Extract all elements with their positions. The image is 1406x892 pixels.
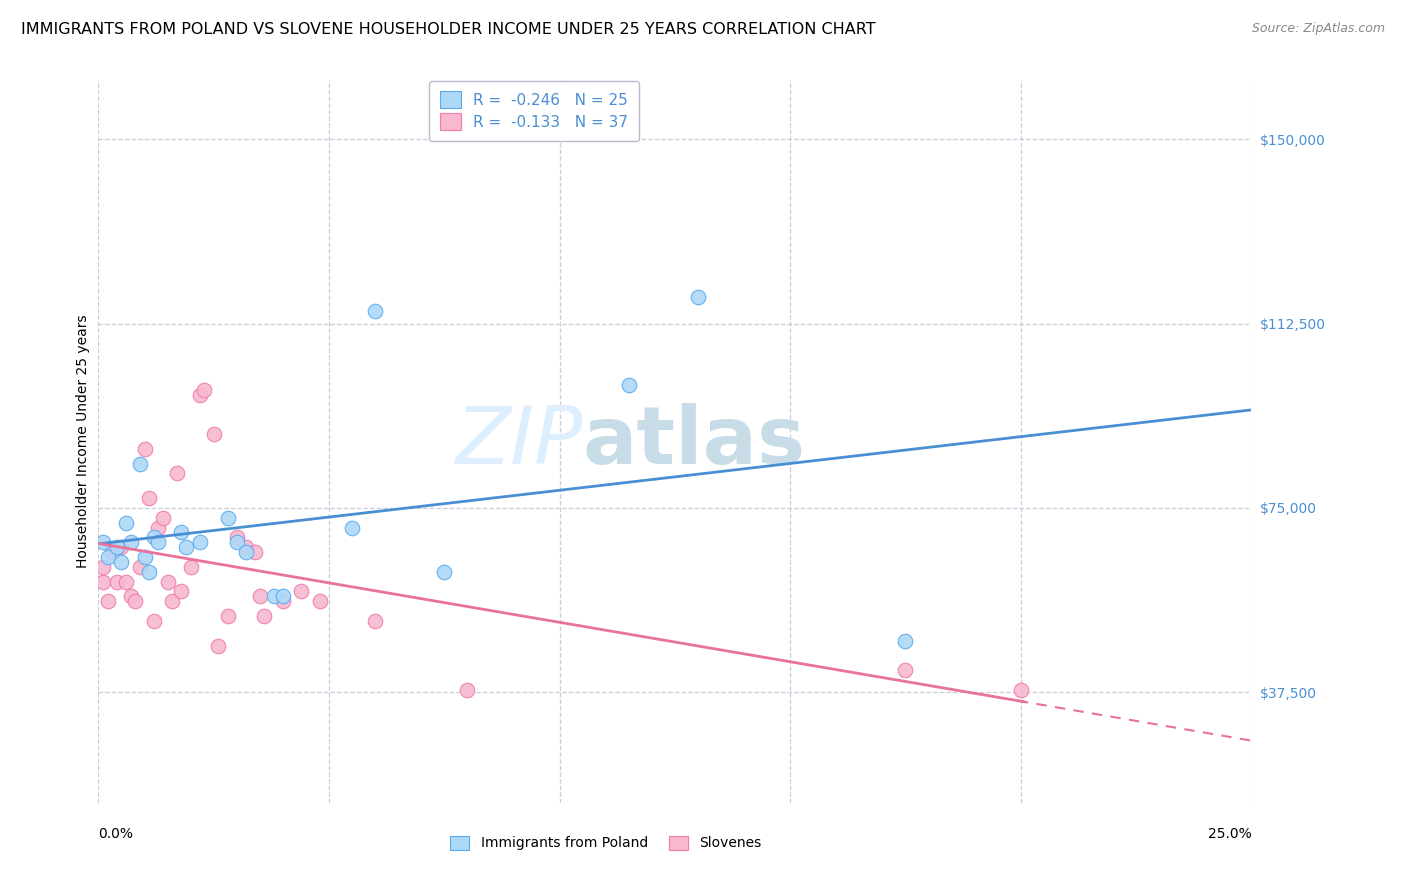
Text: 25.0%: 25.0% <box>1208 828 1251 841</box>
Point <box>253 609 276 624</box>
Point <box>617 378 640 392</box>
Point <box>160 594 183 608</box>
Point <box>225 530 247 544</box>
Point <box>134 442 156 456</box>
Point <box>217 510 239 524</box>
Point <box>245 545 267 559</box>
Point <box>97 594 120 608</box>
Point <box>115 574 138 589</box>
Point <box>188 535 211 549</box>
Point <box>290 584 312 599</box>
Point <box>124 594 146 608</box>
Point <box>308 594 330 608</box>
Text: Source: ZipAtlas.com: Source: ZipAtlas.com <box>1251 22 1385 36</box>
Point <box>156 574 179 589</box>
Point <box>364 614 387 628</box>
Point <box>456 682 478 697</box>
Text: atlas: atlas <box>582 402 806 481</box>
Point <box>686 289 709 303</box>
Point <box>364 304 387 318</box>
Point <box>110 555 132 569</box>
Point <box>115 516 138 530</box>
Point <box>1010 682 1032 697</box>
Point <box>134 549 156 564</box>
Point <box>120 535 142 549</box>
Point <box>105 574 128 589</box>
Point <box>235 545 257 559</box>
Point <box>142 614 165 628</box>
Y-axis label: Householder Income Under 25 years: Householder Income Under 25 years <box>76 315 90 568</box>
Point <box>152 510 174 524</box>
Point <box>129 457 152 471</box>
Point <box>120 590 142 604</box>
Point <box>225 535 247 549</box>
Point <box>170 584 193 599</box>
Point <box>193 383 215 397</box>
Point <box>188 388 211 402</box>
Point <box>217 609 239 624</box>
Point <box>894 663 917 677</box>
Point <box>138 491 160 505</box>
Point <box>91 535 114 549</box>
Point <box>235 540 257 554</box>
Point <box>91 560 114 574</box>
Point <box>129 560 152 574</box>
Point <box>202 427 225 442</box>
Text: IMMIGRANTS FROM POLAND VS SLOVENE HOUSEHOLDER INCOME UNDER 25 YEARS CORRELATION : IMMIGRANTS FROM POLAND VS SLOVENE HOUSEH… <box>21 22 876 37</box>
Point <box>148 520 170 534</box>
Point <box>101 545 124 559</box>
Point <box>148 535 170 549</box>
Point <box>110 540 132 554</box>
Point <box>271 590 294 604</box>
Point <box>263 590 285 604</box>
Point <box>142 530 165 544</box>
Point <box>174 540 197 554</box>
Point <box>170 525 193 540</box>
Text: ZIP: ZIP <box>456 402 582 481</box>
Legend: Immigrants from Poland, Slovenes: Immigrants from Poland, Slovenes <box>443 829 768 857</box>
Point <box>180 560 202 574</box>
Point <box>138 565 160 579</box>
Point <box>340 520 363 534</box>
Text: 0.0%: 0.0% <box>98 828 134 841</box>
Point <box>91 574 114 589</box>
Point <box>207 639 229 653</box>
Point <box>433 565 456 579</box>
Point <box>894 633 917 648</box>
Point <box>166 467 188 481</box>
Point <box>105 540 128 554</box>
Point <box>97 549 120 564</box>
Point <box>271 594 294 608</box>
Point <box>249 590 271 604</box>
